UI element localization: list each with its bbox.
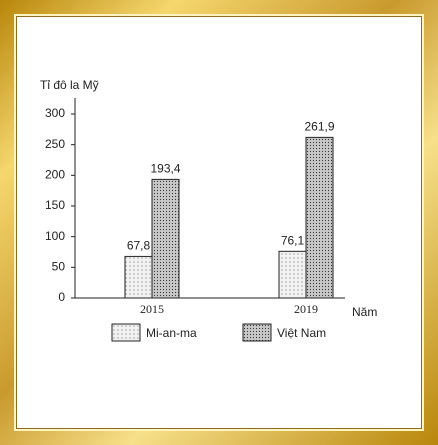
y-tick-label: 250: [45, 137, 65, 151]
y-tick-label: 200: [45, 168, 65, 182]
x-axis-title: Năm: [352, 305, 377, 319]
bar: [305, 136, 334, 299]
bar: [151, 178, 180, 299]
y-tick-label: 50: [52, 260, 66, 274]
legend-swatch: [242, 323, 272, 342]
value-label: 193,4: [150, 162, 180, 176]
value-label: 261,9: [304, 120, 334, 134]
bar: [124, 255, 153, 299]
y-axis-title: Tỉ đô la Mỹ: [40, 78, 99, 92]
bar: [278, 250, 307, 299]
x-tick-label: 2015: [140, 302, 164, 316]
y-tick-label: 100: [45, 229, 65, 243]
y-tick-label: 150: [45, 198, 65, 212]
legend-swatch: [111, 323, 141, 342]
legend-label: Việt Nam: [277, 326, 326, 340]
x-tick-label: 2019: [294, 302, 318, 316]
value-label: 76,1: [281, 233, 305, 247]
y-tick-label: 0: [58, 290, 65, 304]
picture-area: [16, 16, 422, 429]
value-label: 67,8: [127, 239, 151, 253]
legend-label: Mi-an-ma: [146, 326, 197, 340]
y-tick-label: 300: [45, 106, 65, 120]
